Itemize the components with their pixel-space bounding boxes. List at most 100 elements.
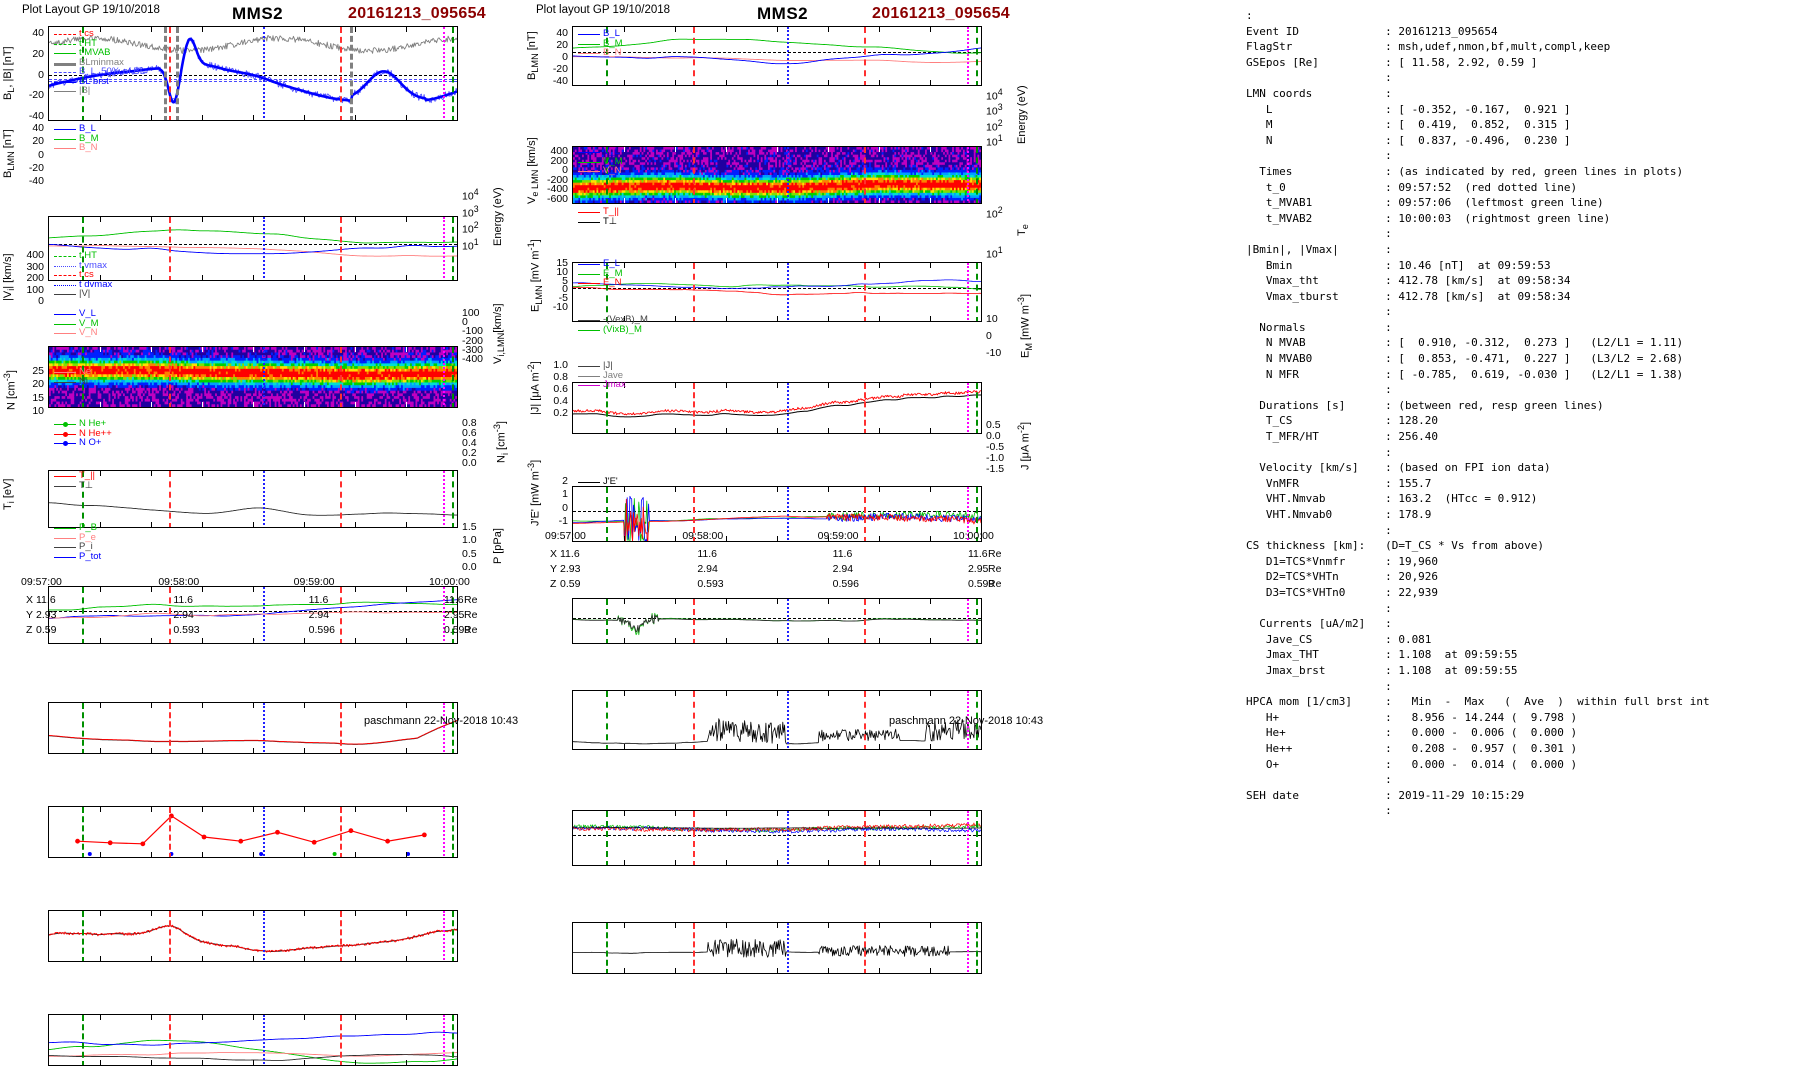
legend-swatch — [578, 264, 600, 265]
legend-label: V_L — [79, 308, 96, 319]
x-tick — [100, 27, 101, 32]
x-tick — [879, 638, 880, 643]
x-tick — [355, 275, 356, 280]
x-tick — [151, 748, 152, 753]
t-cs-red-line — [693, 691, 696, 749]
x-tick — [675, 811, 676, 816]
y-tick-label: 0.4 — [553, 395, 568, 407]
t-mvab2-green-line — [452, 217, 455, 280]
legend-label: Ne — [79, 366, 92, 377]
t-mvab2-green-line — [976, 487, 979, 541]
legend-swatch — [578, 320, 600, 321]
t-mvab2-green-line — [976, 691, 979, 749]
t-cs-red-line — [169, 587, 172, 643]
plot-panel-energy_spectrogram — [48, 346, 458, 408]
y-tick-label: 300 — [26, 260, 44, 273]
jmax-magenta-line — [966, 599, 969, 643]
x-tick — [777, 923, 778, 928]
plot-panel-Vi_LMN — [48, 586, 458, 644]
x-tick — [304, 1015, 305, 1020]
y-axis-label-right-J_LMN: J [μA m-2] — [1016, 421, 1032, 471]
x-tick — [624, 860, 625, 865]
y-axis-label-right-E_M_mWm3: EM [mW m-3] — [1016, 293, 1034, 358]
x-tick — [930, 263, 931, 268]
x-tick — [777, 536, 778, 541]
x-tick — [202, 471, 203, 476]
plot-panel-energy_spectrogram — [572, 146, 982, 204]
info-line: : — [1246, 601, 1392, 615]
t-vmax-blue-line — [263, 703, 266, 753]
ephemeris-value: 2.94 — [308, 609, 330, 621]
x-tick — [151, 807, 152, 812]
x-tick — [828, 744, 829, 749]
info-line: Event ID : 20161213_095654 — [1246, 24, 1498, 38]
x-tick — [406, 587, 407, 592]
ephemeris-row-name: Y — [26, 609, 34, 621]
y-tick-label-right: 100 — [462, 307, 480, 319]
info-line: Durations [s] : (between red, resp green… — [1246, 398, 1604, 412]
half-BL-line-2 — [49, 80, 457, 82]
legend-swatch — [54, 43, 76, 45]
x-tick — [624, 811, 625, 816]
t-mvab1-green-line — [606, 923, 609, 973]
x-tick — [304, 275, 305, 280]
legend-swatch — [54, 294, 76, 295]
legend-swatch — [54, 62, 76, 66]
t-cs2-red-line — [339, 27, 342, 120]
mid-plot-column: BLMN [nT] 40 20 0 -20 -40 B_L B_M B_N Energy (eV)… — [524, 0, 1034, 974]
x-tick — [777, 691, 778, 696]
t-mvab1-green-line — [606, 383, 609, 433]
x-tick — [151, 587, 152, 592]
t-cs-red-line — [169, 347, 172, 407]
x-tick — [828, 638, 829, 643]
y-axis-label-right-energy_spectrogram: Energy (eV) — [1016, 85, 1028, 144]
x-tick — [726, 744, 727, 749]
t-cs2-red-line — [863, 923, 866, 973]
x-tick — [675, 383, 676, 388]
ephemeris-unit: Re — [464, 624, 478, 636]
legend-swatch — [578, 43, 600, 45]
ephemeris-unit: Re — [464, 594, 478, 606]
legend-label: B_M — [79, 132, 99, 144]
x-tick-label: 10:00:00 — [952, 530, 994, 542]
y-tick-label-right: 1.5 — [462, 521, 477, 533]
x-tick — [355, 347, 356, 352]
x-tick — [355, 638, 356, 643]
x-tick — [304, 402, 305, 407]
x-tick — [406, 402, 407, 407]
info-line: SEH date : 2019-11-29 10:15:29 — [1246, 788, 1525, 802]
x-tick — [777, 27, 778, 32]
t-mvab1-green-line — [606, 599, 609, 643]
y-tick-label-right: -300 — [462, 343, 484, 356]
x-tick — [355, 852, 356, 857]
BLminmax-marker-0 — [164, 27, 168, 120]
mid-spacecraft-label: MMS2 — [757, 4, 809, 23]
t-cs2-red-line — [339, 911, 342, 961]
y-tick-label: 15 — [32, 391, 44, 404]
x-tick — [777, 744, 778, 749]
legend-label: t cs — [79, 28, 94, 39]
x-tick — [828, 80, 829, 85]
y-tick-label: -40 — [28, 110, 44, 122]
x-tick — [777, 811, 778, 816]
t-mvab1-green-line — [606, 487, 609, 541]
t-mvab1-green-line — [82, 347, 85, 407]
legend-swatch — [578, 171, 600, 172]
t-vmax-blue-line — [787, 811, 790, 865]
ephemeris-value: 11.6 — [832, 548, 853, 560]
x-tick-label: 09:57:00 — [21, 576, 62, 588]
x-tick — [202, 1015, 203, 1020]
y-tick-label: -10 — [552, 301, 568, 313]
x-tick — [253, 852, 254, 857]
x-tick — [355, 115, 356, 120]
t-vmax-blue-line — [787, 487, 790, 541]
x-tick — [675, 536, 676, 541]
x-tick — [777, 428, 778, 433]
legend-label: N O+ — [79, 437, 102, 448]
x-tick — [675, 638, 676, 643]
x-tick — [151, 1060, 152, 1065]
x-tick — [624, 923, 625, 928]
jmax-magenta-line — [442, 587, 445, 643]
x-tick — [406, 1060, 407, 1065]
t-mvab2-green-line — [452, 703, 455, 753]
